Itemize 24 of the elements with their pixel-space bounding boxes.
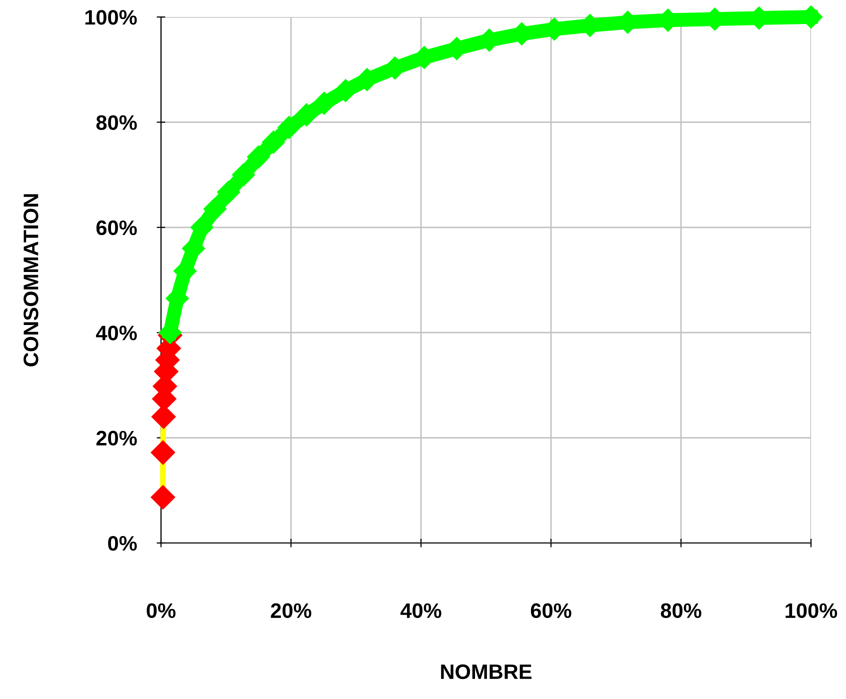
point	[262, 130, 285, 154]
x-tick-label: 20%	[270, 603, 312, 618]
y-axis-title: CONSOMMATION	[24, 194, 38, 366]
point	[312, 92, 336, 115]
y-tick-label: 40%	[96, 326, 137, 340]
y-tick-label: 60%	[96, 220, 137, 236]
x-tick-label: 40%	[400, 603, 442, 618]
y-tick-label: 0%	[108, 536, 137, 551]
point	[278, 116, 301, 139]
point	[295, 103, 318, 126]
y-tick-label: 80%	[96, 115, 137, 130]
point	[150, 484, 176, 510]
x-tick-label: 60%	[530, 603, 572, 618]
point	[203, 197, 226, 220]
point	[150, 440, 176, 465]
x-tick-label: 0%	[146, 603, 176, 618]
point	[247, 145, 270, 168]
x-tick-label: 100%	[786, 603, 838, 618]
x-axis-title: NOMBRE	[441, 664, 532, 680]
y-tick-label: 20%	[96, 430, 137, 446]
x-tick-label: 80%	[660, 603, 702, 618]
point	[232, 163, 256, 186]
point	[217, 180, 240, 204]
y-tick-label: 100%	[85, 10, 137, 25]
